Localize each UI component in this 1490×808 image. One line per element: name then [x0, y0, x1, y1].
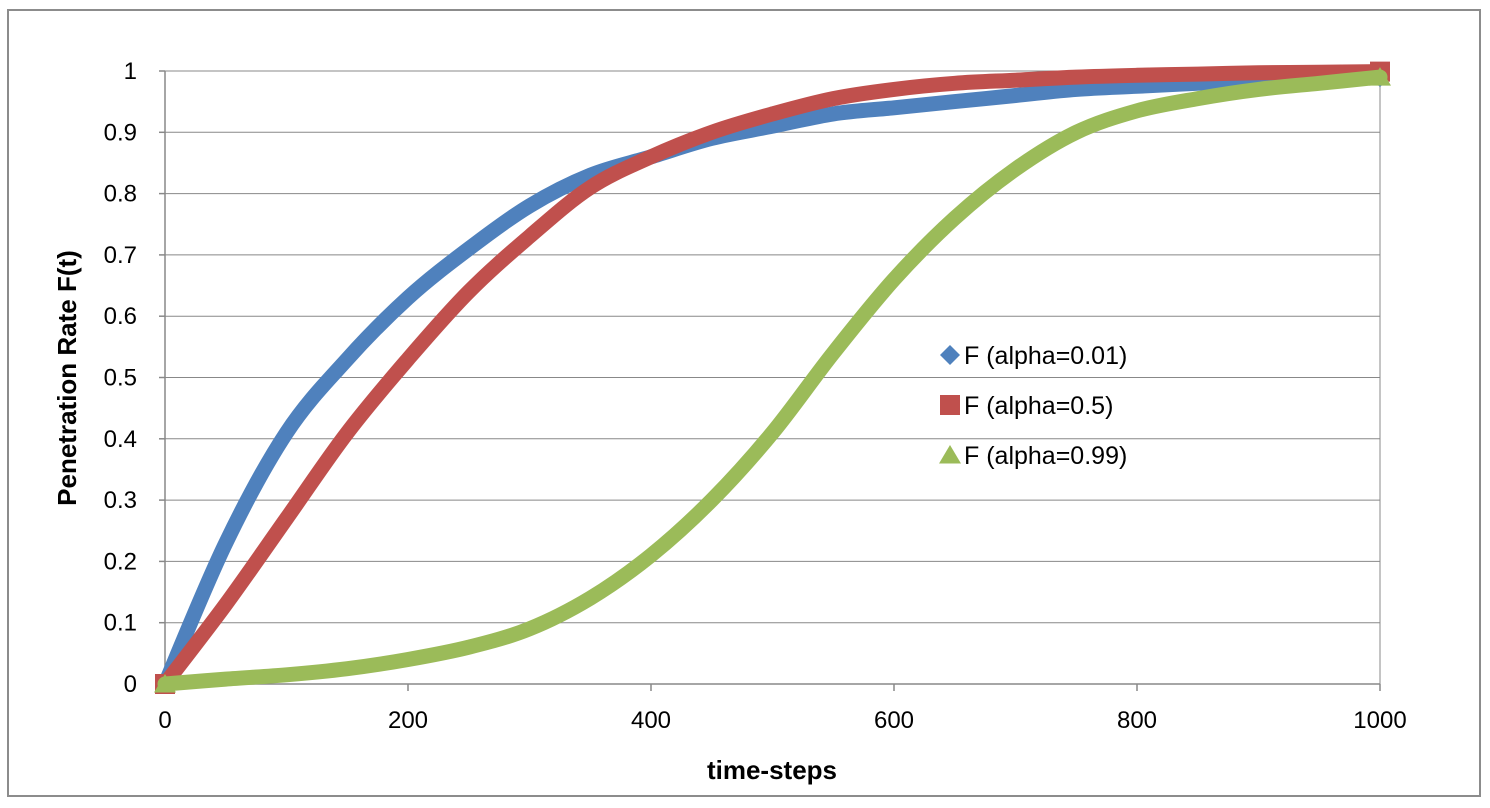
- legend: F (alpha=0.01) F (alpha=0.5) F (alpha=0.99…: [939, 342, 1127, 470]
- chart-frame: [7, 9, 1481, 797]
- x-tick-label-4: 800: [1117, 707, 1157, 734]
- series-alpha-0-99: [154, 67, 1391, 693]
- y-tick-label-3: 0.3: [104, 487, 137, 514]
- grid-lines: [165, 70, 1380, 624]
- legend-item-alpha-0-01: F (alpha=0.01): [940, 342, 1127, 370]
- y-tick-label-2: 0.2: [104, 548, 137, 575]
- x-tick-label-1: 200: [388, 707, 428, 734]
- y-tick-label-0: 0: [124, 671, 137, 698]
- y-tick-label-1: 0.1: [104, 610, 137, 637]
- x-tick-label-2: 400: [631, 707, 671, 734]
- legend-item-alpha-0-99: F (alpha=0.99): [939, 442, 1127, 470]
- legend-marker-alpha-0-01: [940, 345, 960, 365]
- y-tick-label-10: 1: [124, 58, 137, 85]
- y-tick-label-4: 0.4: [104, 426, 137, 453]
- series-alpha-0-01: [155, 67, 1390, 694]
- y-axis-title: Penetration Rate F(t): [52, 250, 82, 506]
- tick-labels: 0 0.1 0.2 0.3 0.4 0.5 0.6 0.7 0.8 0.9 1 0 200 400 600 8…: [104, 58, 1407, 734]
- series-end-marker-alpha-0-99: [1369, 67, 1391, 86]
- legend-item-alpha-0-5: F (alpha=0.5): [940, 392, 1113, 420]
- legend-marker-alpha-0-99: [939, 445, 961, 464]
- legend-label-alpha-0-99: F (alpha=0.99): [964, 442, 1127, 470]
- legend-label-alpha-0-5: F (alpha=0.5): [964, 392, 1113, 420]
- x-tick-label-0: 0: [158, 707, 171, 734]
- y-tick-label-9: 0.9: [104, 119, 137, 146]
- y-tick-label-6: 0.6: [104, 303, 137, 330]
- y-tick-label-5: 0.5: [104, 365, 137, 392]
- legend-label-alpha-0-01: F (alpha=0.01): [964, 342, 1127, 370]
- x-axis-title: time-steps: [707, 755, 837, 785]
- x-tick-label-3: 600: [874, 707, 914, 734]
- axes: [159, 70, 1381, 691]
- y-tick-label-8: 0.8: [104, 181, 137, 208]
- y-tick-label-7: 0.7: [104, 242, 137, 269]
- legend-marker-alpha-0-5: [940, 395, 960, 415]
- series-line-alpha-0-01: [157, 69, 1388, 692]
- series-start-marker-alpha-0-99: [154, 674, 176, 693]
- x-tick-label-5: 1000: [1353, 707, 1406, 734]
- series-lines: [154, 61, 1391, 694]
- series-line-alpha-0-99: [157, 69, 1388, 692]
- series-line-alpha-0-5: [157, 64, 1388, 692]
